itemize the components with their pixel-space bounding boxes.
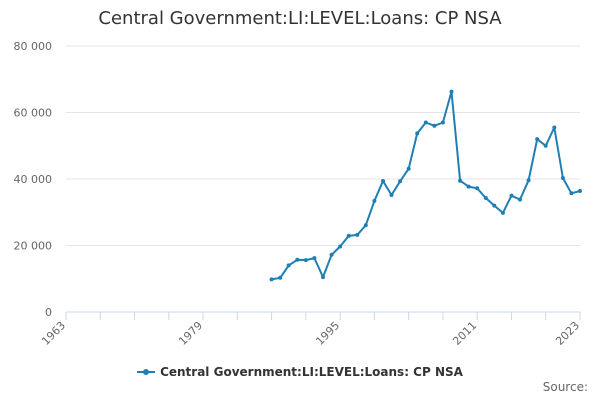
series-layer xyxy=(269,89,582,282)
y-tick-label: 60 000 xyxy=(14,107,53,120)
data-point[interactable] xyxy=(569,191,574,196)
data-point[interactable] xyxy=(543,143,548,148)
legend-label: Central Government:LI:LEVEL:Loans: CP NS… xyxy=(160,365,463,379)
data-point[interactable] xyxy=(286,263,291,268)
data-point[interactable] xyxy=(578,189,582,193)
data-point[interactable] xyxy=(278,275,283,280)
x-tick-label: 1963 xyxy=(39,319,68,348)
y-tick-label: 0 xyxy=(45,306,52,319)
data-point[interactable] xyxy=(363,223,368,228)
x-tick-label: 2023 xyxy=(553,319,582,348)
legend-swatch xyxy=(137,368,156,375)
data-point[interactable] xyxy=(466,184,471,189)
chart-title: Central Government:LI:LEVEL:Loans: CP NS… xyxy=(98,8,502,29)
data-point[interactable] xyxy=(389,193,394,197)
data-point[interactable] xyxy=(423,120,428,125)
data-point[interactable] xyxy=(560,176,565,180)
y-tick-label: 80 000 xyxy=(14,40,53,53)
data-point[interactable] xyxy=(483,196,488,200)
x-axis xyxy=(65,311,581,320)
data-point[interactable] xyxy=(415,131,420,136)
data-point[interactable] xyxy=(552,125,557,130)
data-point[interactable] xyxy=(509,193,514,198)
y-tick-label: 20 000 xyxy=(14,240,53,253)
data-point[interactable] xyxy=(329,252,334,257)
data-point[interactable] xyxy=(449,89,454,94)
data-point[interactable] xyxy=(500,210,505,215)
data-point[interactable] xyxy=(492,203,497,208)
y-axis: 0 20 000 40 000 60 000 80 000 xyxy=(14,40,53,319)
x-tick-label: 2011 xyxy=(450,319,479,348)
data-point[interactable] xyxy=(372,198,377,203)
data-point[interactable] xyxy=(458,178,463,183)
data-point[interactable] xyxy=(381,179,385,183)
data-point[interactable] xyxy=(475,186,480,191)
y-tick-label: 40 000 xyxy=(14,173,53,186)
data-point[interactable] xyxy=(295,257,300,262)
x-tick-label: 1995 xyxy=(313,319,342,348)
legend-item[interactable]: Central Government:LI:LEVEL:Loans: CP NS… xyxy=(0,365,600,379)
data-point[interactable] xyxy=(303,258,308,263)
data-point[interactable] xyxy=(526,178,531,183)
data-point[interactable] xyxy=(406,166,411,171)
data-point[interactable] xyxy=(338,244,343,249)
gridlines xyxy=(66,45,580,246)
data-point[interactable] xyxy=(398,179,403,184)
data-point[interactable] xyxy=(346,233,351,238)
data-point[interactable] xyxy=(312,256,317,261)
data-point[interactable] xyxy=(432,123,437,128)
data-point[interactable] xyxy=(535,137,540,142)
series-line xyxy=(271,90,581,281)
source-label: Source: xyxy=(542,380,588,394)
data-point[interactable] xyxy=(321,275,325,280)
data-point[interactable] xyxy=(269,277,274,282)
data-point[interactable] xyxy=(355,232,360,237)
x-axis-labels: 1963 1979 1995 2011 2023 xyxy=(39,319,582,348)
x-tick-label: 1979 xyxy=(176,319,205,348)
data-point[interactable] xyxy=(518,197,522,202)
data-point[interactable] xyxy=(440,120,445,125)
